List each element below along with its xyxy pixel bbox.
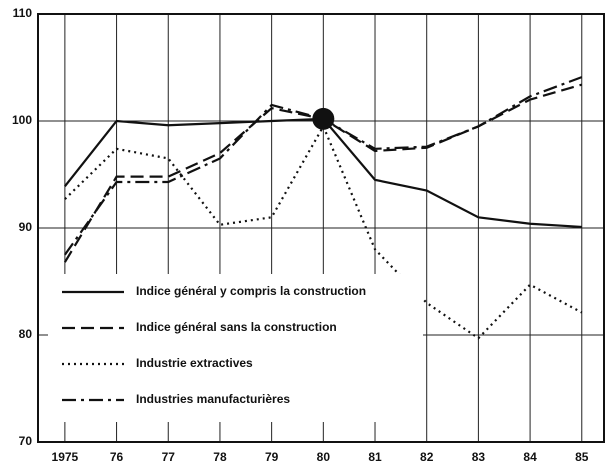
x-tick-label: 85 xyxy=(575,450,589,464)
x-tick-label: 80 xyxy=(317,450,331,464)
legend-box xyxy=(48,274,423,422)
y-tick-label: 100 xyxy=(12,113,32,127)
y-tick-label: 110 xyxy=(13,6,33,20)
plot-frame xyxy=(37,13,605,443)
x-tick-label: 84 xyxy=(523,450,537,464)
legend-label: Industries manufacturières xyxy=(136,392,290,406)
legend-label: Industrie extractives xyxy=(136,356,253,370)
y-tick-label: 70 xyxy=(19,434,33,448)
legend-label: Indice général sans la construction xyxy=(136,320,337,334)
x-tick-label: 81 xyxy=(368,450,382,464)
y-tick-label: 80 xyxy=(19,327,33,341)
x-tick-label: 77 xyxy=(162,450,176,464)
x-tick-label: 79 xyxy=(265,450,279,464)
base-point xyxy=(312,107,335,130)
x-tick-label: 82 xyxy=(420,450,434,464)
x-tick-label: 1975 xyxy=(52,450,79,464)
x-tick-label: 83 xyxy=(472,450,486,464)
legend-label: Indice général y compris la construction xyxy=(136,284,366,298)
series-line xyxy=(64,123,583,340)
x-tick-label: 78 xyxy=(213,450,227,464)
x-tick-label: 76 xyxy=(110,450,124,464)
y-tick-label: 90 xyxy=(19,220,33,234)
